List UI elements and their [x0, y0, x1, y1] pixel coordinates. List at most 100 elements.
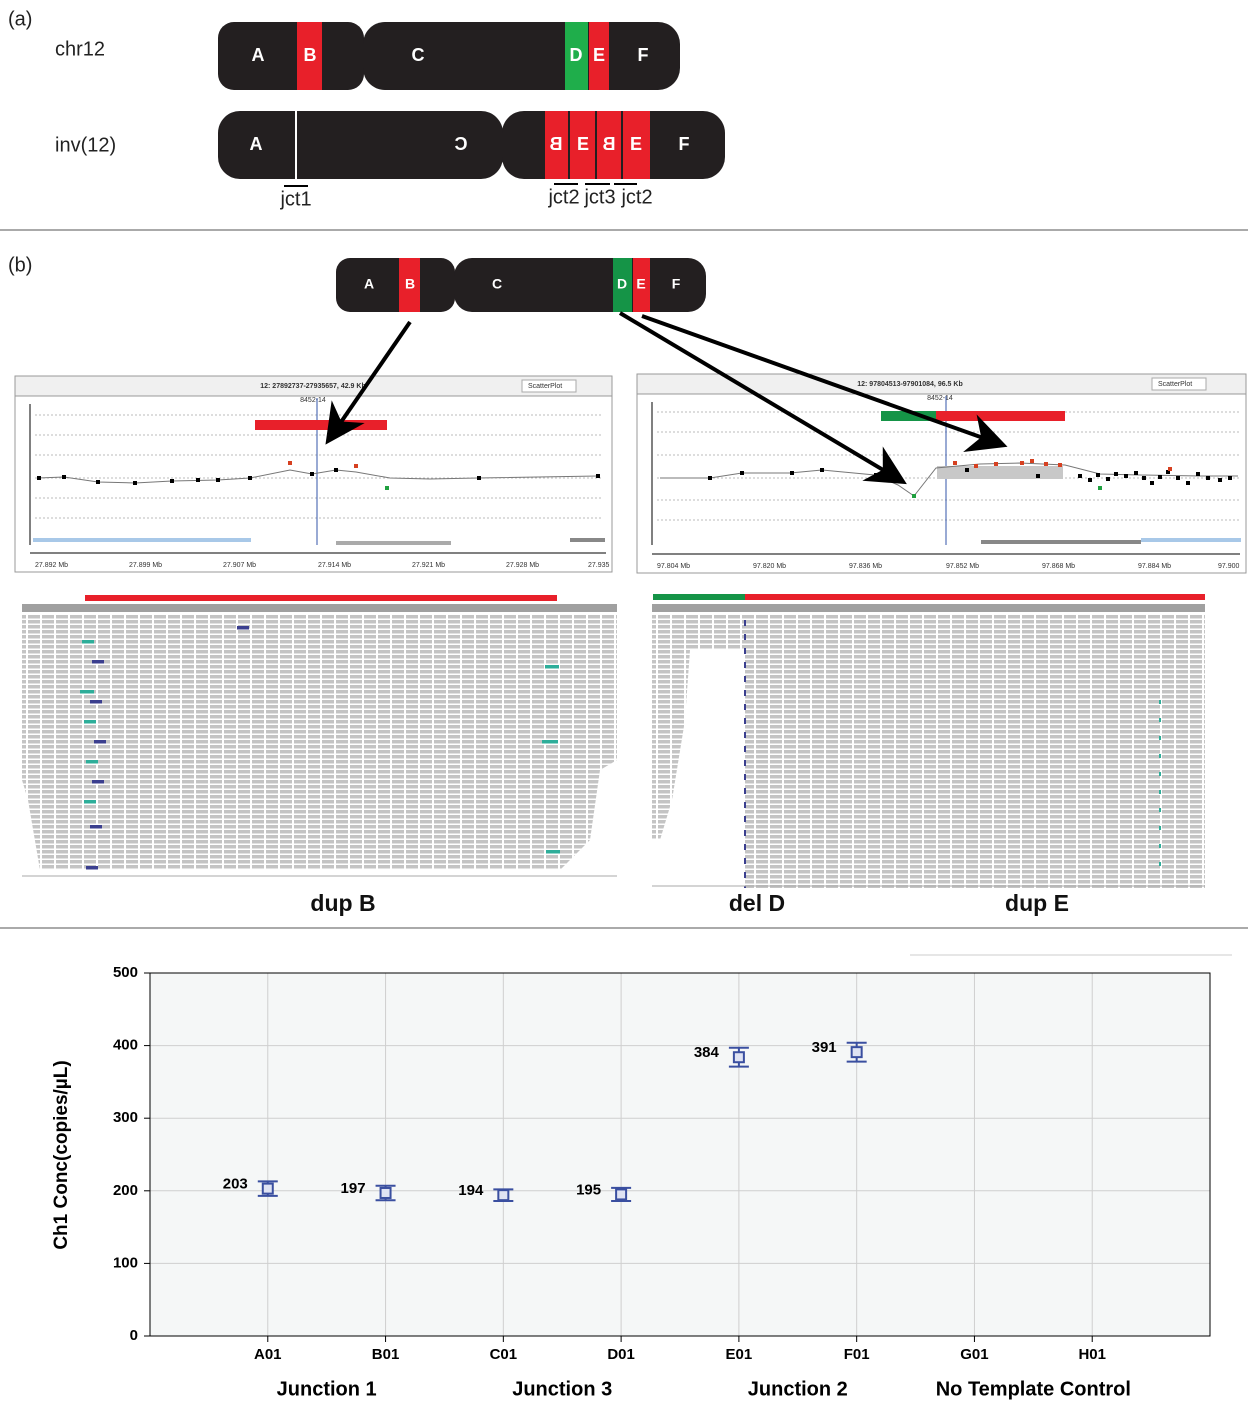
band — [633, 258, 650, 312]
dup-bar — [745, 594, 1205, 600]
segment-label: F — [679, 134, 690, 154]
view-label: ScatterPlot — [1158, 381, 1192, 388]
band — [297, 22, 322, 90]
band — [545, 111, 568, 179]
browser-tick: 97.900 — [1218, 563, 1240, 570]
plot-frame — [149, 972, 1211, 1337]
dup-call — [936, 411, 1065, 421]
segment-label: E — [593, 45, 605, 65]
segment-label: E — [630, 134, 642, 154]
segment-label: C — [492, 276, 502, 292]
gene-track — [570, 538, 605, 542]
y-tick-label: 500 — [113, 964, 138, 981]
discordant-reads — [86, 626, 249, 870]
del-bar — [653, 594, 745, 600]
y-tick-label: 0 — [130, 1327, 138, 1344]
group-label: Junction 1 — [277, 1378, 377, 1400]
browser-tick: 97.836 Mb — [849, 563, 882, 570]
browser-tick: 27.892 Mb — [35, 562, 68, 569]
segment-label: B — [603, 134, 616, 154]
y-tick-label: 300 — [113, 1109, 138, 1126]
arrows — [325, 311, 1008, 485]
read-pileup — [22, 615, 617, 870]
segment-label: E — [577, 134, 589, 154]
browser-tick: 97.804 Mb — [657, 563, 690, 570]
point — [261, 1182, 274, 1195]
x-tick-label: G01 — [960, 1346, 988, 1363]
coverage-track — [22, 604, 617, 612]
x-tick-label: C01 — [490, 1346, 518, 1363]
gene-track — [33, 538, 251, 542]
view-select[interactable] — [1151, 377, 1207, 391]
band — [597, 111, 621, 179]
chrom-arm — [336, 258, 455, 312]
value-label: 194 — [458, 1182, 484, 1199]
dup-call — [255, 420, 387, 430]
segment-label: A — [252, 45, 265, 65]
browser-tick: 97.820 Mb — [753, 563, 786, 570]
probe-trend — [37, 469, 599, 484]
point — [732, 1051, 745, 1064]
browser-toolbar — [636, 373, 1247, 395]
segment-label: B — [550, 134, 563, 154]
browser-tick: 27.921 Mb — [412, 562, 445, 569]
point — [615, 1188, 628, 1201]
browser-tick: 97.852 Mb — [946, 563, 979, 570]
segment-label: E — [636, 276, 645, 292]
value-label: 384 — [694, 1044, 720, 1061]
panel-b: (b) A B C D E F 12: 27892737-27935657, 4… — [8, 254, 1247, 916]
y-tick-label: 200 — [113, 1182, 138, 1199]
point — [497, 1189, 510, 1202]
split-reads — [80, 640, 560, 854]
segment-label: D — [617, 276, 627, 292]
x-tick-label: H01 — [1078, 1346, 1106, 1363]
point — [379, 1186, 392, 1199]
gene-track — [981, 540, 1141, 544]
probe-trend — [660, 462, 1238, 497]
panel-a: (a) chr12 inv(12) A B C D E F A C B E B … — [8, 8, 725, 210]
segment-label: C — [455, 134, 468, 154]
view-label: ScatterPlot — [528, 383, 562, 390]
chrom-name: inv(12) — [55, 134, 116, 156]
chrom-arm — [218, 22, 364, 90]
group-label: No Template Control — [936, 1378, 1131, 1400]
del-call — [881, 411, 936, 421]
browser-tick: 27.907 Mb — [223, 562, 256, 569]
browser-tick: 27.935 — [588, 562, 610, 569]
chart: 0 100 200 300 400 500 A01 B01 C01 D01 E01 F01 G01 H01… — [113, 964, 1211, 1400]
segment-label: C — [412, 45, 425, 65]
sample-label: 8452-14 — [300, 397, 326, 404]
group-label: Junction 3 — [512, 1378, 612, 1400]
y-axis-label: Ch1 Conc(copies/µL) — [51, 1060, 72, 1249]
segment-label: F — [638, 45, 649, 65]
gene-track — [1141, 538, 1241, 542]
value-label: 195 — [576, 1181, 601, 1198]
y-tick-label: 400 — [113, 1037, 138, 1054]
caption: dup E — [1005, 890, 1069, 916]
group-label: Junction 2 — [748, 1378, 848, 1400]
browser-tick: 97.868 Mb — [1042, 563, 1075, 570]
sample-label: 8452-14 — [927, 395, 953, 402]
junction-label: jct2 — [620, 186, 652, 208]
y-tick-label: 100 — [113, 1254, 138, 1271]
junction-label: jct1 — [279, 188, 311, 210]
segment-label: F — [672, 276, 681, 292]
band — [570, 111, 595, 179]
read-pileup — [652, 615, 1205, 888]
band — [623, 111, 650, 179]
view-select[interactable] — [521, 379, 577, 393]
browser-region: 12: 27892737-27935657, 42.9 Kb — [260, 383, 365, 390]
junction-label: jct2 — [547, 186, 579, 208]
probe-points — [708, 459, 1232, 498]
point — [850, 1046, 863, 1059]
segment-label: A — [364, 276, 374, 292]
x-tick-label: F01 — [844, 1346, 870, 1363]
browser-tick: 97.884 Mb — [1138, 563, 1171, 570]
segment-label: A — [250, 134, 263, 154]
segment-label: B — [405, 276, 415, 292]
chrom-name: chr12 — [55, 38, 105, 60]
browser-toolbar — [14, 375, 613, 397]
plot-area — [150, 973, 1210, 1336]
junction-marks — [284, 183, 637, 187]
